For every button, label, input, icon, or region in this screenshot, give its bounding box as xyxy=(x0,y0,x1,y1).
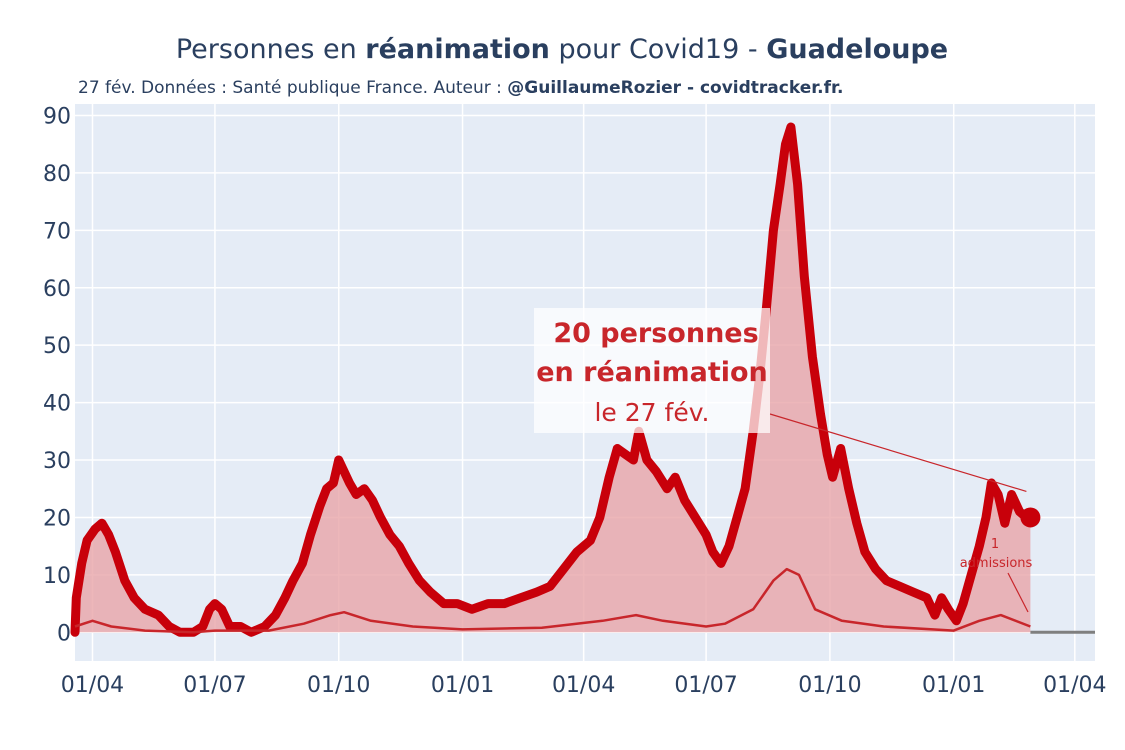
x-tick-label: 01/01 xyxy=(431,673,494,698)
y-tick-label: 30 xyxy=(43,449,71,474)
y-axis-ticks: 0 10 20 30 40 50 60 70 80 90 xyxy=(43,104,71,646)
admissions-label: admissions xyxy=(960,556,1033,571)
admissions-number: 1 xyxy=(991,537,999,552)
y-tick-label: 50 xyxy=(43,334,71,359)
y-tick-label: 0 xyxy=(57,621,71,646)
x-tick-label: 01/07 xyxy=(183,673,246,698)
x-tick-label: 01/04 xyxy=(1043,673,1106,698)
y-tick-label: 10 xyxy=(43,564,71,589)
x-tick-label: 01/10 xyxy=(798,673,861,698)
y-tick-label: 70 xyxy=(43,219,71,244)
y-tick-label: 90 xyxy=(43,104,71,129)
chart-subtitle: 27 fév. Données : Santé publique France.… xyxy=(78,78,843,98)
annotation-line1: 20 personnes xyxy=(553,318,758,349)
reanimation-area xyxy=(75,127,1031,633)
last-point-marker xyxy=(1020,507,1041,528)
reanimation-line xyxy=(70,122,1035,637)
x-tick-label: 01/10 xyxy=(307,673,370,698)
chart-title: Personnes en réanimation pour Covid19 - … xyxy=(176,34,948,65)
annotation-box xyxy=(534,308,770,433)
annotation-line3: le 27 fév. xyxy=(594,398,709,427)
x-tick-label: 01/01 xyxy=(922,673,985,698)
y-tick-label: 20 xyxy=(43,506,71,531)
annotation-line2: en réanimation xyxy=(536,357,768,388)
y-tick-label: 80 xyxy=(43,162,71,187)
x-tick-label: 01/07 xyxy=(674,673,737,698)
x-tick-label: 01/04 xyxy=(61,673,124,698)
x-tick-label: 01/04 xyxy=(552,673,615,698)
annotation-arrow xyxy=(769,413,1027,493)
y-tick-label: 40 xyxy=(43,392,71,417)
admissions-arrow xyxy=(1007,572,1029,613)
admissions-line xyxy=(74,567,1031,634)
y-tick-label: 60 xyxy=(43,277,71,302)
x-axis-ticks: 01/04 01/07 01/10 01/01 01/04 01/07 01/10 01/01… xyxy=(61,673,1107,698)
